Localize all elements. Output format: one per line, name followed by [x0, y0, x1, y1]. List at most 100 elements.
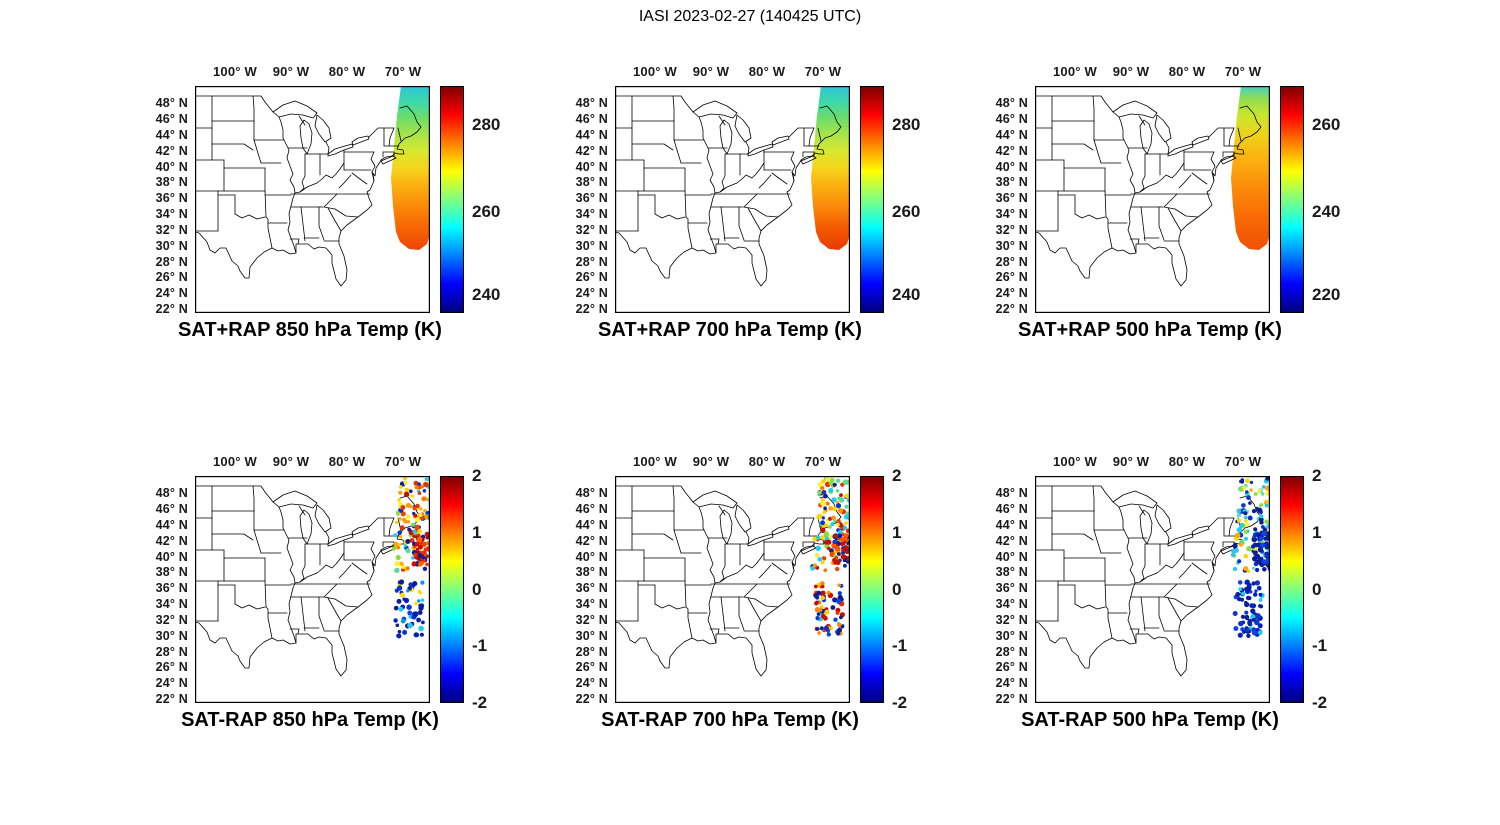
observation-dot: [1236, 518, 1241, 523]
lake-outline: [788, 127, 815, 138]
observation-dot: [399, 561, 404, 566]
observation-dot: [422, 566, 428, 571]
lat-tick-label: 26° N: [155, 660, 188, 674]
observation-dot: [845, 546, 849, 550]
observation-dot: [421, 541, 427, 547]
lake-outline: [368, 127, 395, 138]
observation-dot: [417, 491, 422, 495]
observation-dot: [414, 524, 420, 530]
observation-dot: [837, 508, 843, 514]
observation-dot: [403, 543, 408, 548]
observation-dot: [419, 632, 424, 637]
observation-dot: [399, 525, 405, 531]
observation-dot: [407, 610, 413, 616]
observation-dot: [1242, 485, 1247, 490]
lake-outline: [616, 485, 694, 503]
observation-dot: [815, 595, 820, 600]
observation-dot: [413, 552, 418, 557]
observation-dot: [397, 629, 402, 634]
observation-dot: [1266, 523, 1269, 529]
observation-dot: [828, 506, 833, 511]
observation-dot: [420, 598, 425, 602]
lat-tick-label: 40° N: [155, 160, 188, 174]
observation-dot: [412, 534, 416, 539]
lake-outline: [314, 504, 332, 533]
observation-dot: [826, 590, 831, 595]
lake-outline: [1036, 485, 1114, 503]
observation-dot: [1257, 623, 1263, 629]
observation-dot: [407, 622, 413, 629]
observation-dot: [1231, 548, 1237, 554]
map-panel-1: 100° W 90° W 80° W 70° W 48° N 46° N 44° N 42° …: [100, 58, 520, 370]
colorbar-tick-label: 1: [1312, 522, 1322, 542]
observation-dot: [846, 498, 849, 503]
observation-dot: [1265, 485, 1269, 491]
observation-dot: [418, 512, 423, 518]
observation-dot: [843, 563, 847, 568]
observation-dot: [394, 520, 399, 525]
observation-dot: [816, 590, 822, 596]
lat-tick-label: 36° N: [155, 581, 188, 595]
observation-dot: [823, 531, 830, 537]
observation-dot: [1238, 542, 1243, 547]
observation-dot: [426, 541, 429, 546]
lat-tick-label: 28° N: [575, 255, 608, 269]
difference-dots: [810, 477, 849, 637]
observation-dot: [820, 595, 826, 601]
observation-dot: [404, 487, 410, 493]
observation-dot: [1252, 556, 1258, 562]
lat-tick-label: 40° N: [995, 160, 1028, 174]
lat-tick-label: 30° N: [575, 629, 608, 643]
observation-dot: [400, 592, 405, 598]
map-panel-5: 100° W 90° W 80° W 70° W 48° N 46° N 44° N 42° …: [520, 448, 940, 760]
lake-outline: [351, 525, 370, 536]
map-svg: [195, 476, 430, 703]
lat-tick-label: 38° N: [155, 565, 188, 579]
lake-outline: [745, 141, 750, 155]
lon-tick-label: 100° W: [1053, 454, 1097, 469]
observation-dot: [835, 478, 841, 483]
observation-dot: [391, 546, 396, 551]
lat-tick-label: 40° N: [155, 550, 188, 564]
difference-dots: [391, 477, 429, 639]
observation-dot: [417, 552, 423, 558]
observation-dot: [1245, 522, 1250, 527]
observation-dot: [824, 609, 830, 615]
lat-tick-label: 22° N: [995, 692, 1028, 706]
observation-dot: [1247, 515, 1253, 521]
observation-dot: [1256, 585, 1262, 591]
lat-tick-label: 48° N: [995, 96, 1028, 110]
observation-dot: [812, 563, 817, 568]
map-svg: [615, 476, 850, 703]
observation-dot: [1258, 536, 1264, 541]
observation-dot: [1267, 565, 1269, 570]
colorbar-tick-label: 240: [472, 284, 501, 304]
lon-tick-label: 70° W: [1224, 454, 1262, 469]
observation-dot: [1245, 616, 1249, 621]
map-panel-2: 100° W 90° W 80° W 70° W 48° N 46° N 44° N 42° …: [520, 58, 940, 370]
observation-dot: [1246, 633, 1251, 638]
observation-dot: [838, 529, 843, 535]
lat-tick-label: 40° N: [575, 160, 608, 174]
lake-outline: [1138, 115, 1146, 126]
lat-tick-label: 22° N: [155, 692, 188, 706]
observation-dot: [1245, 490, 1249, 494]
observation-dot: [1259, 514, 1264, 519]
lon-tick-label: 70° W: [384, 64, 422, 79]
observation-dot: [823, 568, 828, 573]
observation-dot: [826, 632, 831, 637]
observation-dot: [1251, 536, 1258, 543]
observation-dot: [1236, 513, 1242, 518]
observation-dot: [1241, 591, 1246, 596]
satellite-swath: [1231, 87, 1269, 250]
panel-caption: SAT-RAP 850 hPa Temp (K): [181, 709, 439, 731]
observation-dot: [830, 605, 836, 610]
observation-dot: [414, 601, 418, 606]
lat-tick-label: 46° N: [155, 502, 188, 516]
observation-dot: [817, 513, 823, 519]
lake-outline: [1154, 114, 1172, 143]
observation-dot: [836, 518, 841, 524]
observation-dot: [1247, 622, 1252, 627]
observation-dot: [396, 598, 402, 604]
observation-dot: [1251, 617, 1256, 622]
